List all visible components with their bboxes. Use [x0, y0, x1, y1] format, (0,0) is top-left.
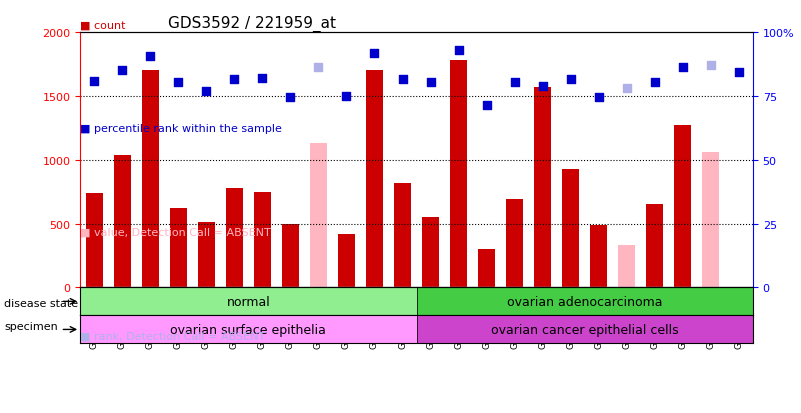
Bar: [562, 169, 579, 287]
Bar: [142, 71, 159, 287]
Point: [340, 93, 352, 100]
FancyBboxPatch shape: [80, 287, 417, 316]
Bar: [674, 126, 691, 287]
Point: [256, 76, 269, 82]
Text: normal: normal: [227, 295, 270, 308]
Bar: [590, 225, 607, 287]
Text: ovarian adenocarcinoma: ovarian adenocarcinoma: [507, 295, 662, 308]
Text: GDS3592 / 221959_at: GDS3592 / 221959_at: [167, 16, 336, 32]
Point: [564, 77, 577, 83]
Point: [227, 77, 240, 83]
Text: ■ rank, Detection Call = ABSENT: ■ rank, Detection Call = ABSENT: [80, 330, 265, 340]
Point: [115, 68, 128, 74]
Point: [592, 95, 606, 101]
Point: [200, 88, 213, 95]
Bar: [114, 155, 131, 287]
FancyBboxPatch shape: [80, 316, 417, 344]
Bar: [534, 88, 551, 287]
Point: [732, 69, 745, 76]
Text: ovarian surface epithelia: ovarian surface epithelia: [171, 323, 326, 336]
Bar: [506, 200, 523, 287]
Bar: [282, 224, 299, 287]
Bar: [646, 205, 663, 287]
Text: disease state: disease state: [4, 299, 78, 309]
FancyBboxPatch shape: [417, 316, 753, 344]
Bar: [478, 249, 495, 287]
Bar: [86, 193, 103, 287]
Point: [648, 79, 661, 86]
Point: [368, 50, 381, 57]
Bar: [618, 245, 635, 287]
Bar: [394, 183, 411, 287]
Bar: [338, 234, 355, 287]
Point: [452, 47, 465, 54]
Bar: [310, 144, 327, 287]
Point: [425, 79, 437, 86]
Point: [284, 95, 296, 101]
Bar: [366, 71, 383, 287]
Point: [508, 79, 521, 86]
Bar: [702, 153, 719, 287]
Point: [705, 63, 718, 69]
Point: [480, 102, 493, 109]
Point: [88, 78, 101, 85]
Bar: [198, 223, 215, 287]
Text: ■ value, Detection Call = ABSENT: ■ value, Detection Call = ABSENT: [80, 227, 271, 237]
Bar: [170, 209, 187, 287]
Bar: [254, 192, 271, 287]
Text: specimen: specimen: [4, 321, 58, 331]
Text: ■ percentile rank within the sample: ■ percentile rank within the sample: [80, 124, 282, 134]
Bar: [226, 188, 243, 287]
Point: [312, 64, 325, 71]
Text: ovarian cancer epithelial cells: ovarian cancer epithelial cells: [491, 323, 678, 336]
FancyBboxPatch shape: [417, 287, 753, 316]
Point: [621, 86, 634, 93]
Text: ■ count: ■ count: [80, 21, 126, 31]
Point: [171, 79, 184, 86]
Point: [537, 83, 549, 90]
Point: [144, 54, 157, 61]
Bar: [422, 218, 439, 287]
Bar: [450, 61, 467, 287]
Point: [396, 77, 409, 83]
Point: [676, 64, 689, 71]
